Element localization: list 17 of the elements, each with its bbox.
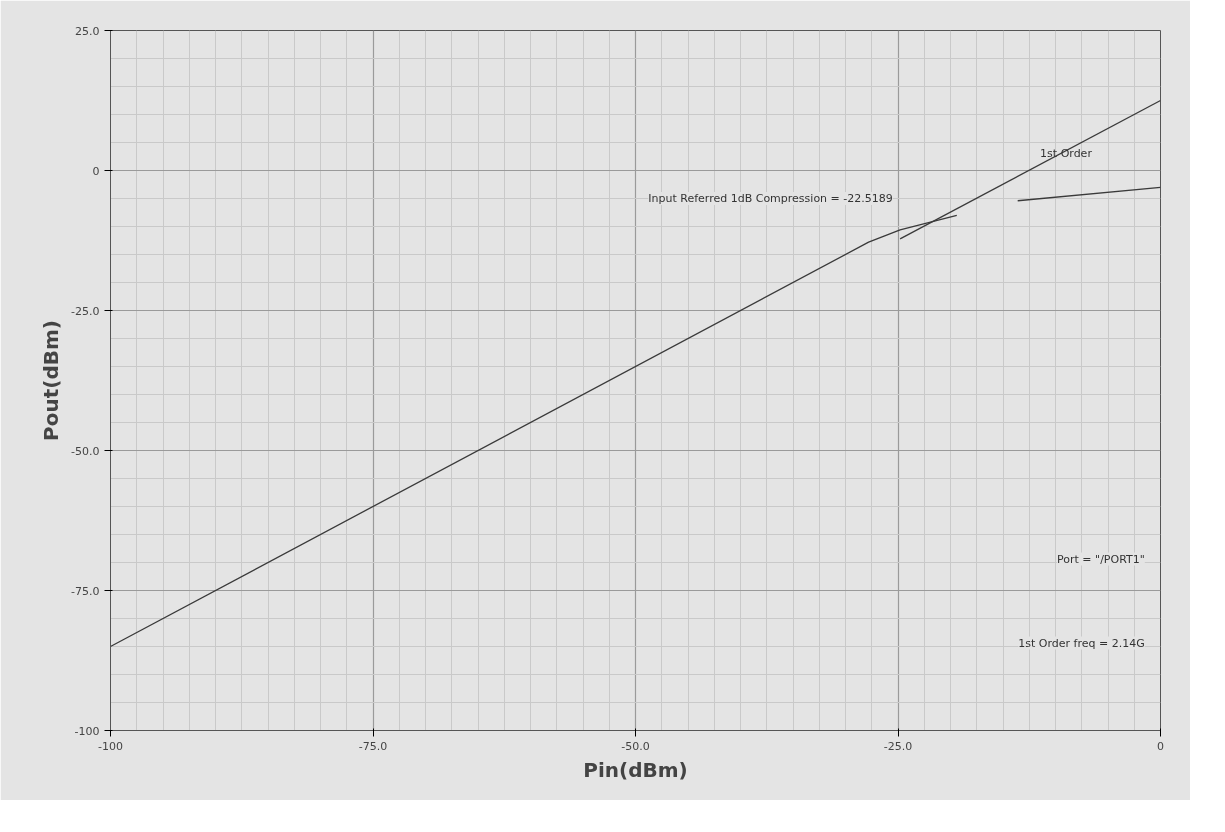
y-tick-label: -50.0	[71, 444, 100, 458]
x-tick-label: -50.0	[621, 739, 650, 753]
annotation: Input Referred 1dB Compression = -22.5189	[648, 192, 893, 205]
y-axis-title: Pout(dBm)	[39, 320, 64, 441]
y-tick-label: 25.0	[75, 24, 100, 38]
x-tick-label: -100	[98, 739, 123, 753]
y-tick-label: -100	[74, 724, 100, 738]
annotation: Port = "/PORT1"	[1057, 552, 1145, 566]
y-tick-label: -25.0	[71, 304, 100, 318]
y-tick-label: -75.0	[71, 584, 100, 598]
x-tick-label: -25.0	[883, 739, 913, 753]
annotation: 1st Order	[1040, 147, 1093, 161]
x-tick-label: 0	[1157, 739, 1164, 753]
x-tick-label: -75.0	[358, 739, 388, 753]
x-axis-title: Pin(dBm)	[583, 757, 688, 782]
annotation: 1st Order freq = 2.14G	[1018, 636, 1145, 650]
y-tick-label: 0	[92, 164, 100, 178]
